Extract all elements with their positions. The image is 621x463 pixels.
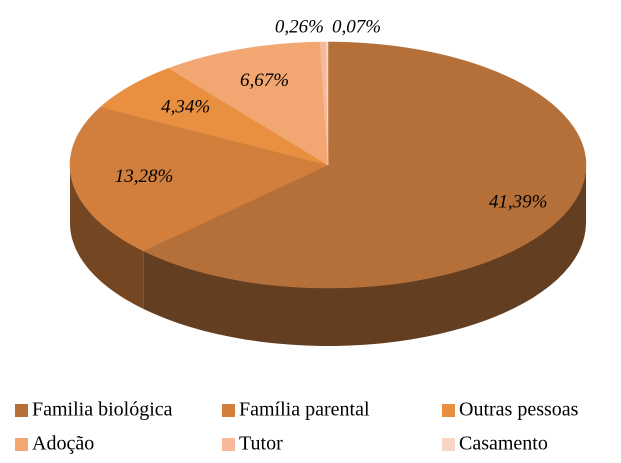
legend-label: Tutor	[239, 433, 283, 455]
legend-label: Família parental	[239, 399, 370, 421]
data-label: 4,34%	[161, 96, 210, 117]
data-label: 0,07%	[332, 16, 381, 37]
legend-swatch	[442, 438, 455, 451]
legend-label: Adoção	[32, 433, 94, 455]
legend-label: Familia biológica	[32, 399, 173, 421]
data-label: 6,67%	[240, 70, 289, 91]
legend-label: Outras pessoas	[459, 399, 579, 421]
data-label: 0,26%	[275, 16, 324, 37]
legend-swatch	[15, 438, 28, 451]
legend-swatch	[15, 404, 28, 417]
legend-swatch	[222, 404, 235, 417]
data-label: 41,39%	[489, 192, 548, 213]
pie-slice	[142, 41, 587, 289]
legend-label: Casamento	[459, 433, 548, 455]
legend-swatch	[222, 438, 235, 451]
pie-side	[143, 165, 586, 346]
pie-slice	[100, 68, 329, 166]
pie-side	[70, 165, 144, 309]
data-label: 13,28%	[115, 166, 174, 187]
pie-slice	[69, 106, 329, 252]
pie-slice	[167, 41, 329, 166]
legend-swatch	[442, 404, 455, 417]
pie-slice	[326, 41, 329, 166]
